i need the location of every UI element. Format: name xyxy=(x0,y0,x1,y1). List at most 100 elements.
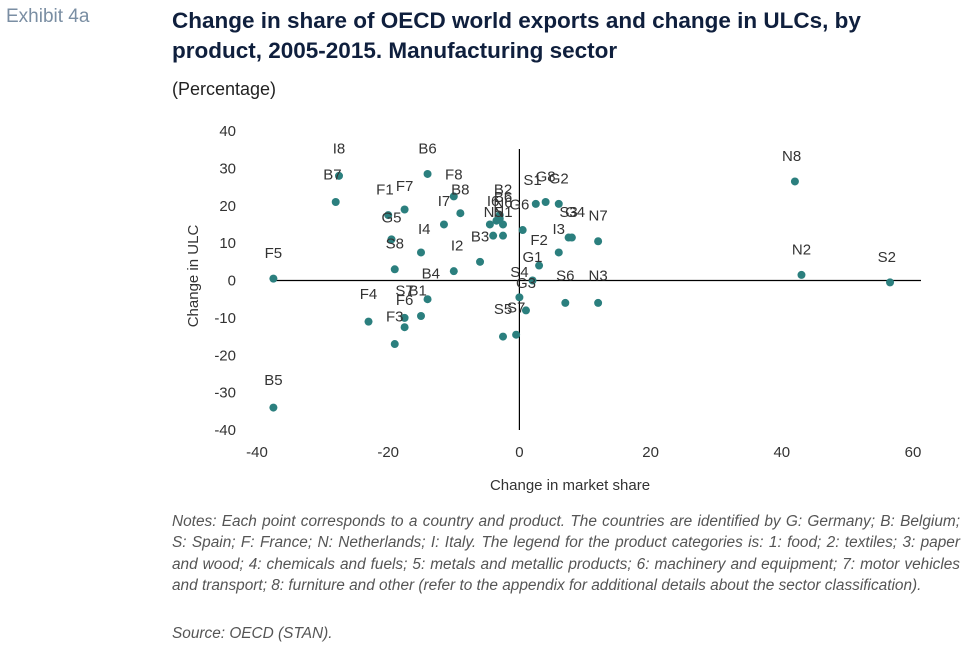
scatter-point xyxy=(561,298,570,307)
chart-subtitle: (Percentage) xyxy=(172,79,277,99)
y-tick-label: 0 xyxy=(228,273,236,290)
scatter-point xyxy=(554,199,563,208)
scatter-point xyxy=(489,231,498,240)
scatter-point xyxy=(400,313,409,322)
point-label: N7 xyxy=(589,208,608,225)
x-tick-label: 60 xyxy=(905,444,922,461)
point-label: F3 xyxy=(386,309,404,326)
point-label: I6 xyxy=(487,193,500,210)
point-label: F5 xyxy=(265,245,283,262)
scatter-point xyxy=(790,177,799,186)
scatter-point xyxy=(485,220,494,229)
y-tick-label: -30 xyxy=(214,385,236,402)
x-tick-label: 20 xyxy=(642,444,659,461)
point-label: G8 xyxy=(536,168,556,185)
point-label: B7 xyxy=(323,167,341,184)
point-label: F7 xyxy=(396,178,414,195)
point-label: N3 xyxy=(589,268,608,285)
y-tick-label: -10 xyxy=(214,310,236,327)
point-label: F4 xyxy=(360,286,378,303)
scatter-point xyxy=(390,265,399,274)
scatter-point xyxy=(515,293,524,302)
point-label: I8 xyxy=(333,140,346,157)
scatter-point xyxy=(531,199,540,208)
scatter-point xyxy=(521,306,530,315)
point-label: B5 xyxy=(264,372,282,389)
scatter-point xyxy=(499,231,507,240)
scatter-point xyxy=(499,220,507,229)
point-label: B3 xyxy=(471,228,489,245)
point-label: N8 xyxy=(782,148,801,165)
point-label: B8 xyxy=(451,182,469,199)
point-label: S1 xyxy=(523,172,541,189)
point-label: B1 xyxy=(409,282,427,299)
chart-source: Source: OECD (STAN). xyxy=(172,625,333,642)
scatter-point xyxy=(417,312,425,321)
point-label: B4 xyxy=(422,266,440,283)
scatter-point xyxy=(335,171,343,180)
point-label: S3 xyxy=(559,204,577,221)
scatter-point xyxy=(390,340,399,349)
scatter-point xyxy=(528,276,537,285)
point-label: S8 xyxy=(386,236,404,253)
point-label: F2 xyxy=(530,232,548,249)
point-label: S4 xyxy=(510,264,528,281)
y-tick-label: 30 xyxy=(219,160,236,177)
point-label: F8 xyxy=(445,167,463,184)
y-axis-label: Change in ULC xyxy=(185,225,202,328)
point-label: G2 xyxy=(549,170,569,187)
scatter-point xyxy=(535,261,544,270)
scatter-point xyxy=(499,332,507,341)
scatter-point xyxy=(886,278,895,287)
y-tick-label: -40 xyxy=(214,422,236,439)
scatter-point xyxy=(797,270,806,279)
point-label: S6 xyxy=(556,268,574,285)
scatter-point xyxy=(594,237,603,246)
point-label: S7 xyxy=(507,299,525,316)
x-axis-label: Change in market share xyxy=(490,477,650,494)
scatter-point xyxy=(518,226,527,235)
point-label: S5 xyxy=(494,301,512,318)
point-label: N1 xyxy=(493,204,512,221)
point-label: F6 xyxy=(396,292,414,309)
point-label: F1 xyxy=(376,182,394,199)
scatter-point xyxy=(423,295,432,304)
exhibit-label: Exhibit 4a xyxy=(6,6,90,27)
scatter-point xyxy=(400,323,409,332)
scatter-point xyxy=(456,209,465,218)
point-label: G5 xyxy=(381,210,401,227)
x-tick-label: 0 xyxy=(515,444,523,461)
scatter-point xyxy=(269,403,278,412)
scatter-point xyxy=(400,205,409,214)
x-tick-label: -20 xyxy=(377,444,399,461)
scatter-point xyxy=(364,317,373,326)
scatter-point xyxy=(384,211,393,220)
scatter-point xyxy=(554,248,563,257)
scatter-point xyxy=(567,233,576,242)
chart-notes: Notes: Each point corresponds to a count… xyxy=(172,513,960,594)
point-label: N2 xyxy=(792,241,811,258)
point-label: B6 xyxy=(494,189,512,206)
y-tick-label: -20 xyxy=(214,347,236,364)
scatter-point xyxy=(541,198,550,207)
point-label: I7 xyxy=(438,193,451,210)
scatter-point xyxy=(331,198,340,207)
point-label: G4 xyxy=(565,204,585,221)
x-tick-label: -40 xyxy=(246,444,268,461)
scatter-point xyxy=(449,267,458,276)
scatter-point xyxy=(269,274,278,283)
point-label: S7 xyxy=(395,282,413,299)
point-label: I4 xyxy=(418,221,431,238)
scatter-point xyxy=(387,235,396,244)
point-label: I3 xyxy=(553,221,566,238)
scatter-point xyxy=(423,169,432,178)
point-label: I2 xyxy=(451,238,464,255)
scatter-point xyxy=(512,330,521,339)
point-label: G3 xyxy=(516,275,536,292)
scatter-point xyxy=(594,298,603,307)
point-label: S2 xyxy=(878,249,896,266)
point-label: G1 xyxy=(523,249,543,266)
scatter-point xyxy=(476,257,485,266)
point-label: N5 xyxy=(484,204,503,221)
